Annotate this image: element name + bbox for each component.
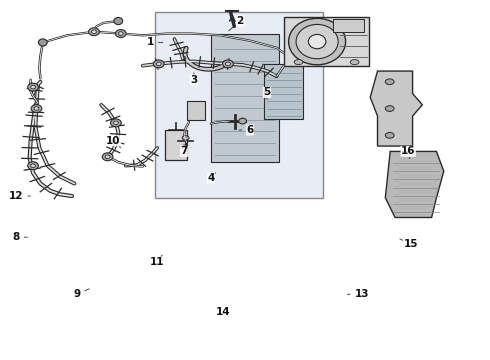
Bar: [187, 102, 205, 120]
Ellipse shape: [239, 118, 246, 124]
Text: 7: 7: [180, 144, 188, 157]
Text: 2: 2: [229, 16, 244, 31]
Ellipse shape: [38, 39, 47, 46]
Text: 11: 11: [150, 255, 165, 267]
Ellipse shape: [182, 136, 189, 140]
Ellipse shape: [153, 60, 164, 68]
Ellipse shape: [114, 121, 118, 125]
Text: 1: 1: [147, 37, 163, 48]
Text: 8: 8: [12, 232, 27, 242]
Bar: [265, 64, 303, 119]
Ellipse shape: [28, 162, 38, 170]
Ellipse shape: [156, 62, 161, 66]
Ellipse shape: [225, 62, 230, 66]
Ellipse shape: [111, 119, 121, 127]
Text: 6: 6: [239, 125, 253, 135]
Ellipse shape: [385, 132, 394, 138]
Ellipse shape: [31, 105, 42, 112]
Text: 12: 12: [9, 191, 30, 201]
Ellipse shape: [34, 107, 39, 111]
Text: 15: 15: [400, 239, 418, 249]
Ellipse shape: [385, 79, 394, 85]
Text: 16: 16: [401, 147, 416, 158]
Bar: [333, 19, 365, 32]
Ellipse shape: [102, 153, 113, 161]
Text: 10: 10: [106, 136, 121, 148]
Ellipse shape: [385, 106, 394, 111]
Bar: [284, 18, 369, 66]
Text: 13: 13: [347, 289, 369, 299]
Ellipse shape: [30, 164, 35, 167]
Bar: [211, 33, 279, 162]
Ellipse shape: [118, 32, 123, 35]
Text: 14: 14: [216, 307, 230, 317]
Text: 9: 9: [74, 289, 89, 299]
Bar: [155, 12, 323, 198]
Text: 5: 5: [263, 87, 270, 100]
Text: 4: 4: [207, 173, 216, 183]
Text: 3: 3: [190, 73, 197, 85]
Ellipse shape: [289, 18, 345, 65]
Ellipse shape: [28, 83, 38, 91]
Ellipse shape: [105, 155, 110, 158]
Ellipse shape: [294, 60, 303, 64]
Ellipse shape: [30, 85, 35, 89]
Ellipse shape: [350, 60, 359, 64]
Ellipse shape: [116, 30, 126, 37]
Ellipse shape: [89, 28, 99, 36]
Ellipse shape: [222, 60, 233, 68]
Ellipse shape: [308, 35, 326, 49]
Polygon shape: [385, 152, 444, 217]
Ellipse shape: [114, 18, 122, 24]
Ellipse shape: [296, 24, 338, 59]
Polygon shape: [370, 71, 422, 146]
Bar: [165, 130, 187, 160]
Ellipse shape: [92, 30, 97, 33]
